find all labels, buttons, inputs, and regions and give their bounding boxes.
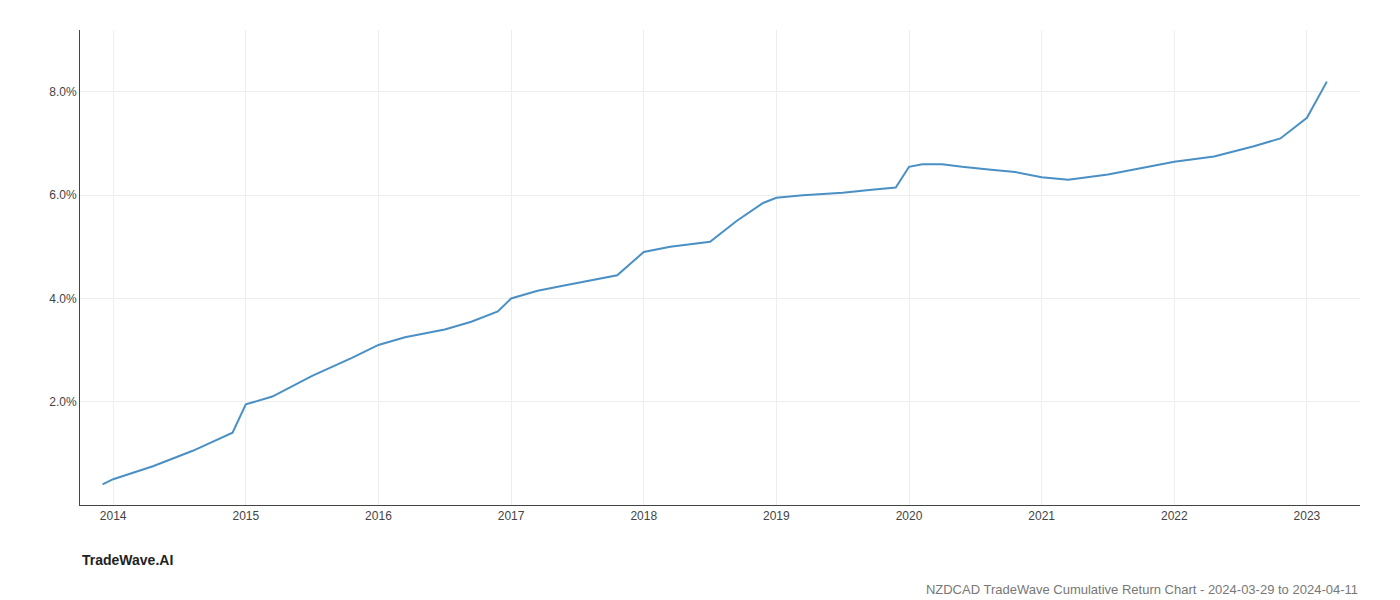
svg-text:2018: 2018 — [630, 509, 657, 523]
svg-text:2016: 2016 — [365, 509, 392, 523]
svg-text:2015: 2015 — [232, 509, 259, 523]
svg-text:2014: 2014 — [100, 509, 127, 523]
svg-text:2022: 2022 — [1161, 509, 1188, 523]
svg-text:4.0%: 4.0% — [49, 292, 77, 306]
svg-text:NZDCAD TradeWave Cumulative Re: NZDCAD TradeWave Cumulative Return Chart… — [926, 582, 1358, 597]
svg-text:2.0%: 2.0% — [49, 395, 77, 409]
svg-text:TradeWave.AI: TradeWave.AI — [82, 552, 173, 568]
svg-text:2019: 2019 — [763, 509, 790, 523]
svg-text:2017: 2017 — [498, 509, 525, 523]
svg-text:6.0%: 6.0% — [49, 188, 77, 202]
svg-text:8.0%: 8.0% — [49, 85, 77, 99]
svg-text:2023: 2023 — [1294, 509, 1321, 523]
svg-text:2020: 2020 — [896, 509, 923, 523]
svg-text:2021: 2021 — [1028, 509, 1055, 523]
